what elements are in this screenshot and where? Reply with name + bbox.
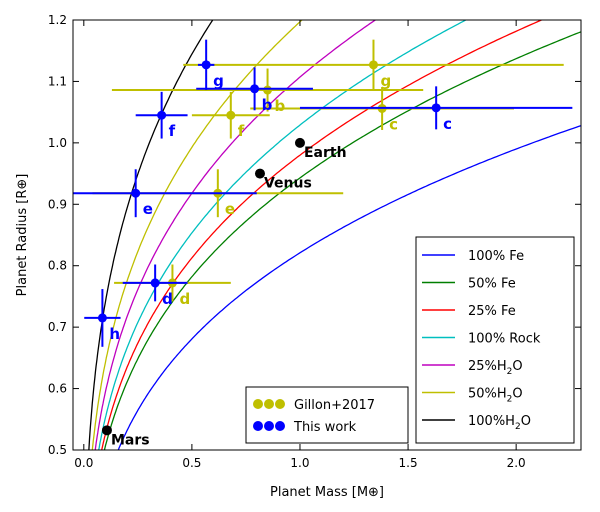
gillon-point-b bbox=[263, 85, 273, 95]
source-legend-marker bbox=[264, 399, 274, 409]
thiswork-point-f bbox=[157, 110, 167, 120]
composition-legend-entry: 100% Fe bbox=[468, 249, 524, 264]
composition-legend-entry: 25% Fe bbox=[468, 304, 516, 319]
thiswork-point-e bbox=[131, 188, 141, 198]
ref-label-venus: Venus bbox=[264, 176, 312, 192]
ref-label-mars: Mars bbox=[111, 432, 150, 448]
reference-planets: Earth Venus Mars bbox=[101, 137, 347, 448]
ref-label-earth: Earth bbox=[304, 145, 347, 161]
y-tick-label: 1.2 bbox=[48, 13, 67, 27]
thiswork-label-e: e bbox=[143, 200, 153, 218]
composition-legend-entry: 100% Rock bbox=[468, 332, 541, 347]
gillon-label-b: b bbox=[275, 97, 286, 115]
thiswork-point-g bbox=[201, 60, 211, 70]
gillon-point-g bbox=[368, 60, 378, 70]
y-tick-label: 0.7 bbox=[48, 320, 67, 334]
curve-3 bbox=[98, 20, 468, 450]
x-tick-label: 1.0 bbox=[290, 456, 309, 470]
y-tick-label: 0.9 bbox=[48, 197, 67, 211]
thiswork-point-h bbox=[97, 313, 107, 323]
curve-6 bbox=[88, 20, 214, 450]
gillon-label-e: e bbox=[225, 200, 235, 218]
source-legend-marker bbox=[253, 421, 263, 431]
source-legend-marker bbox=[275, 421, 285, 431]
y-tick-label: 0.5 bbox=[48, 443, 67, 457]
axis-ticks: 0.0 0.5 1.0 1.5 2.0 0.5 0.6 0.7 0.8 0.9 1.0 1.1 1.2 bbox=[48, 13, 581, 470]
thiswork-label-c: c bbox=[443, 115, 452, 133]
x-tick-label: 0.0 bbox=[74, 456, 93, 470]
ref-point-earth bbox=[294, 137, 305, 148]
gillon-label-f: f bbox=[238, 122, 245, 140]
thiswork-label-d: d bbox=[162, 290, 173, 308]
ref-point-mars bbox=[101, 425, 112, 436]
thiswork-point-d bbox=[150, 278, 160, 288]
composition-legend-entry: 50% Fe bbox=[468, 277, 516, 292]
source-legend-box bbox=[245, 386, 409, 444]
thiswork-label-f: f bbox=[169, 122, 176, 140]
x-axis-label: Planet Mass [M⊕] bbox=[270, 485, 384, 500]
source-legend-marker bbox=[275, 399, 285, 409]
plot-frame bbox=[72, 19, 582, 451]
y-axis-label: Planet Radius [R⊕] bbox=[15, 174, 30, 297]
source-legend-entry: Gillon+2017 bbox=[294, 398, 375, 413]
curve-0 bbox=[117, 124, 581, 450]
thiswork-point-b bbox=[250, 84, 260, 94]
y-tick-label: 0.6 bbox=[48, 382, 67, 396]
x-tick-label: 2.0 bbox=[507, 456, 526, 470]
thiswork-label-h: h bbox=[109, 325, 120, 343]
y-tick-label: 0.8 bbox=[48, 259, 67, 273]
thiswork-label-b: b bbox=[262, 96, 273, 114]
this-work-series: b c d e f g h bbox=[73, 39, 573, 347]
composition-legend-box bbox=[415, 236, 575, 444]
gillon-label-d: d bbox=[179, 290, 190, 308]
x-tick-label: 0.5 bbox=[182, 456, 201, 470]
source-legend-marker bbox=[264, 421, 274, 431]
gillon-label-g: g bbox=[380, 72, 391, 90]
source-legend: Gillon+2017 This work bbox=[245, 386, 409, 444]
source-legend-marker bbox=[253, 399, 263, 409]
source-legend-entry: This work bbox=[293, 420, 357, 435]
ref-point-venus bbox=[254, 168, 265, 179]
y-tick-label: 1.0 bbox=[48, 136, 67, 150]
curve-1 bbox=[103, 31, 581, 450]
gillon-point-f bbox=[226, 110, 236, 120]
gillon-label-c: c bbox=[389, 115, 398, 133]
y-tick-label: 1.1 bbox=[48, 74, 67, 88]
x-tick-label: 1.5 bbox=[399, 456, 418, 470]
thiswork-label-g: g bbox=[213, 72, 224, 90]
thiswork-point-c bbox=[431, 103, 441, 113]
curve-2 bbox=[101, 20, 544, 450]
